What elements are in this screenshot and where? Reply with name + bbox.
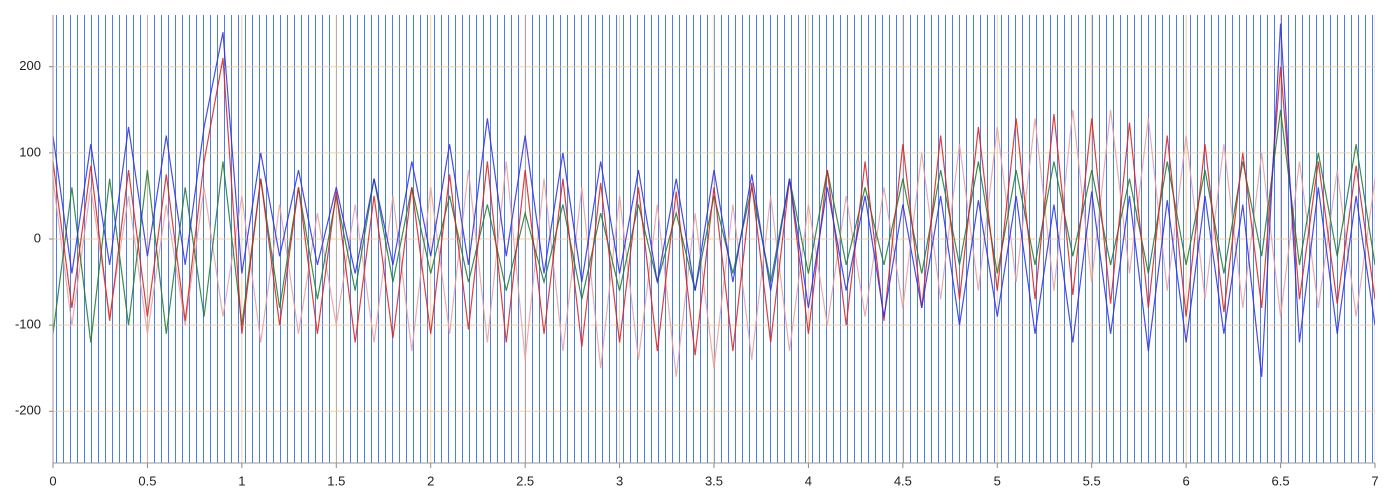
x-tick-label: 4.5 — [894, 473, 912, 488]
x-tick-label: 6.5 — [1272, 473, 1290, 488]
x-tick-label: 6 — [1183, 473, 1190, 488]
x-tick-label: 1 — [238, 473, 245, 488]
x-tick-label: 0.5 — [138, 473, 156, 488]
x-tick-label: 0 — [49, 473, 56, 488]
y-tick-label: 200 — [19, 58, 41, 73]
x-tick-label: 3.5 — [705, 473, 723, 488]
signal-line — [53, 109, 1375, 343]
x-tick-label: 4 — [805, 473, 812, 488]
x-tick-label: 1.5 — [327, 473, 345, 488]
y-tick-label: -200 — [15, 403, 41, 418]
signal-line — [53, 109, 1375, 377]
x-tick-label: 3 — [616, 473, 623, 488]
x-tick-label: 5.5 — [1083, 473, 1101, 488]
y-tick-label: -100 — [15, 317, 41, 332]
x-tick-label: 2.5 — [516, 473, 534, 488]
x-tick-label: 5 — [994, 473, 1001, 488]
y-tick-label: 0 — [34, 230, 41, 245]
x-tick-label: 2 — [427, 473, 434, 488]
y-tick-label: 100 — [19, 144, 41, 159]
signal-line — [53, 23, 1375, 377]
x-tick-label: 7 — [1371, 473, 1378, 488]
signal-line — [53, 57, 1375, 356]
